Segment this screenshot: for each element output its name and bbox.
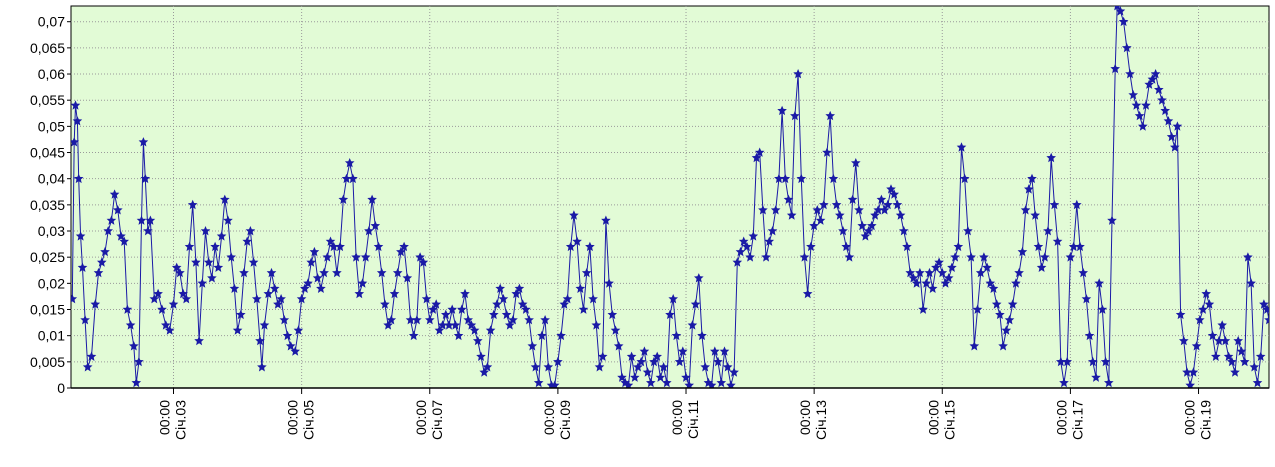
x-tick-time: 00:00: [1053, 400, 1069, 435]
x-tick-date: Січ.07: [429, 400, 445, 440]
y-tick-label: 0,015: [30, 302, 65, 318]
y-tick-label: 0,005: [30, 354, 65, 370]
x-tick-label: 00:00 Січ.19: [1182, 400, 1214, 440]
x-tick-date: Січ.09: [557, 400, 573, 440]
x-tick-label: 00:00 Січ.17: [1053, 400, 1085, 440]
y-tick-label: 0,07: [38, 14, 65, 30]
y-tick-label: 0,02: [38, 275, 65, 291]
x-tick-time: 00:00: [157, 400, 173, 435]
y-tick-label: 0,025: [30, 249, 65, 265]
y-tick-label: 0: [57, 380, 65, 396]
y-tick-label: 0,03: [38, 223, 65, 239]
data-series: [71, 6, 1269, 388]
x-tick-time: 00:00: [1182, 400, 1198, 435]
x-tick-date: Січ.15: [941, 400, 957, 440]
y-tick-label: 0,055: [30, 92, 65, 108]
x-tick-time: 00:00: [285, 400, 301, 435]
grid: [71, 6, 1269, 388]
y-tick-label: 0,06: [38, 66, 65, 82]
y-tick-label: 0,05: [38, 118, 65, 134]
y-tick-label: 0,045: [30, 145, 65, 161]
y-tick-label: 0,065: [30, 40, 65, 56]
x-tick-label: 00:00 Січ.03: [157, 400, 189, 440]
x-tick-label: 00:00 Січ.07: [413, 400, 445, 440]
y-tick-label: 0,04: [38, 171, 65, 187]
x-axis: 00:00 Січ.03 00:00 Січ.05 00:00 Січ.07 00:00 Сі…: [157, 388, 1214, 440]
x-tick-label: 00:00 Січ.13: [797, 400, 829, 440]
x-tick-date: Січ.03: [173, 400, 189, 440]
x-tick-date: Січ.11: [685, 400, 701, 439]
x-tick-time: 00:00: [541, 400, 557, 435]
x-tick-date: Січ.17: [1069, 400, 1085, 440]
x-tick-time: 00:00: [669, 400, 685, 435]
x-tick-date: Січ.13: [813, 400, 829, 440]
x-tick-time: 00:00: [413, 400, 429, 435]
x-tick-label: 00:00 Січ.15: [925, 400, 957, 440]
x-tick-date: Січ.19: [1198, 400, 1214, 440]
y-tick-label: 0,035: [30, 197, 65, 213]
x-tick-time: 00:00: [925, 400, 941, 435]
x-tick-time: 00:00: [797, 400, 813, 435]
x-tick-label: 00:00 Січ.05: [285, 400, 317, 440]
x-tick-date: Січ.05: [301, 400, 317, 440]
y-axis: 0 0,005 0,01 0,015 0,02 0,025 0,03 0,035 0,04 0,0…: [30, 14, 71, 396]
x-tick-label: 00:00 Січ.11: [669, 400, 701, 439]
y-tick-label: 0,01: [38, 328, 65, 344]
x-tick-label: 00:00 Січ.09: [541, 400, 573, 440]
